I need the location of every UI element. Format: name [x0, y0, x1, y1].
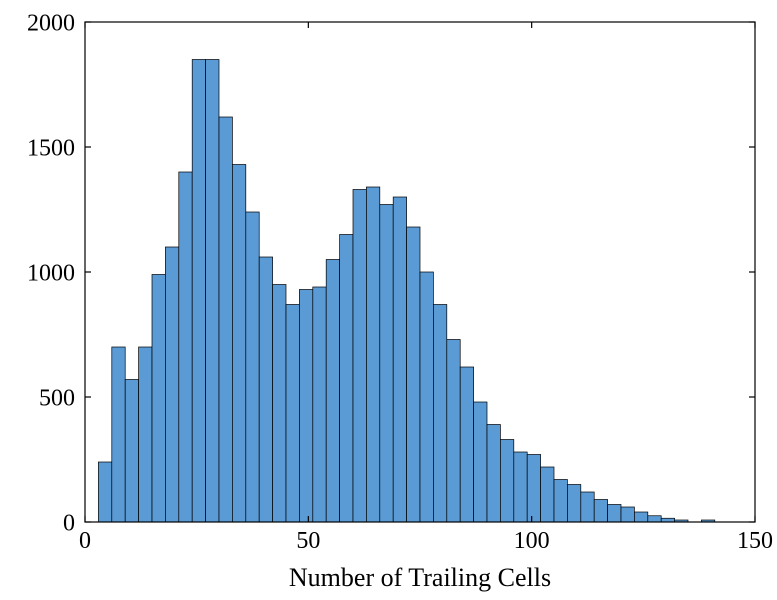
histogram-bar [165, 247, 178, 522]
histogram-bar [433, 305, 446, 523]
histogram-bar [232, 165, 245, 523]
x-tick-label: 0 [79, 528, 91, 554]
x-tick-label: 100 [514, 528, 550, 554]
histogram-bar [393, 197, 406, 522]
histogram-bar [98, 462, 111, 522]
histogram-bar [514, 452, 527, 522]
x-tick-label: 50 [296, 528, 320, 554]
x-tick-label: 150 [737, 528, 773, 554]
histogram-bar [380, 205, 393, 523]
y-tick-label: 2000 [27, 10, 75, 36]
histogram-bar [152, 275, 165, 523]
histogram-bar [353, 190, 366, 523]
histogram-bar [527, 455, 540, 523]
y-tick-label: 1500 [27, 135, 75, 161]
histogram-bar [541, 467, 554, 522]
histogram-bar [460, 367, 473, 522]
histogram-bar [554, 480, 567, 523]
histogram-bar [326, 260, 339, 523]
histogram-bar [487, 425, 500, 523]
histogram-bar [340, 235, 353, 523]
histogram-bar [139, 347, 152, 522]
histogram-bar [420, 272, 433, 522]
histogram-bar [648, 516, 661, 522]
histogram-bar [219, 117, 232, 522]
histogram-bar [125, 380, 138, 523]
histogram-bar [179, 172, 192, 522]
histogram-bar [192, 60, 205, 523]
histogram-bar [474, 402, 487, 522]
x-axis-label: Number of Trailing Cells [289, 563, 551, 592]
histogram-bar [259, 257, 272, 522]
y-tick-label: 1000 [27, 260, 75, 286]
histogram-bar [594, 500, 607, 523]
histogram-bar [366, 187, 379, 522]
histogram-bar [581, 492, 594, 522]
histogram-bar [621, 507, 634, 522]
histogram-bar [447, 340, 460, 523]
histogram-bar [273, 285, 286, 523]
histogram-bar [313, 287, 326, 522]
y-tick-label: 0 [63, 510, 75, 536]
histogram-bar [206, 60, 219, 523]
histogram-chart: 0501001500500100015002000Number of Trail… [0, 0, 777, 600]
histogram-bar [246, 212, 259, 522]
histogram-bar [407, 227, 420, 522]
histogram-bar [112, 347, 125, 522]
histogram-bar [608, 505, 621, 523]
y-tick-label: 500 [39, 385, 75, 411]
histogram-bar [286, 305, 299, 523]
histogram-bar [634, 512, 647, 522]
histogram-bar [299, 290, 312, 523]
chart-svg: 0501001500500100015002000Number of Trail… [0, 0, 777, 600]
histogram-bar [500, 440, 513, 523]
histogram-bar [567, 485, 580, 523]
